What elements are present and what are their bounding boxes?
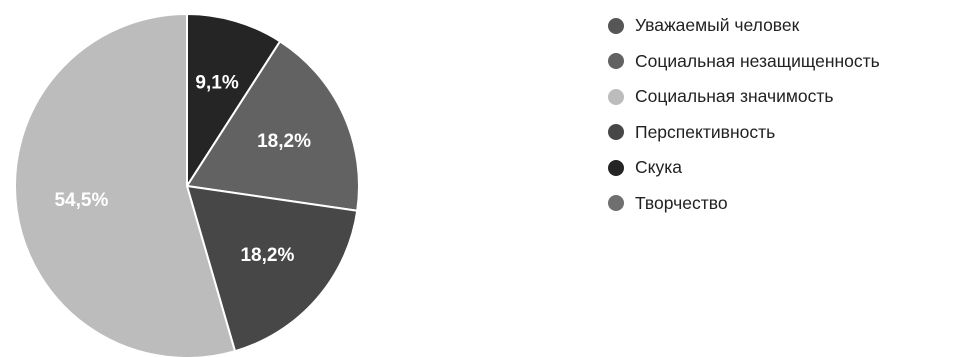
legend-label: Уважаемый человек [635,15,800,36]
legend-label: Социальная незащищенность [635,50,880,71]
pie-chart-svg: 9,1% 18,2% 18,2% 54,5% [14,12,360,357]
legend-item-creativity[interactable]: Творчество [608,186,964,222]
legend-item-respected-person[interactable]: Уважаемый человек [608,8,964,44]
legend-marker-icon [608,17,624,34]
pie-slice-2[interactable] [185,39,360,212]
pie-slice-5[interactable] [186,12,282,190]
pie-slice-labels: 9,1% 18,2% 18,2% 54,5% [54,73,311,266]
legend-marker-icon [608,124,624,141]
pie-slice-label-2: 18,2% [257,131,311,152]
legend-label: Социальная значимость [635,86,834,107]
pie-slice-3[interactable] [14,12,237,357]
pie-slice-label-5: 9,1% [195,73,238,94]
legend-item-social-significance[interactable]: Социальная значимость [608,79,964,115]
chart-legend: Уважаемый человек Социальная незащищенно… [608,8,964,221]
legend-marker-icon [608,53,624,70]
legend-marker-icon [608,159,624,176]
legend-label: Творчество [635,192,728,213]
legend-item-prospects[interactable]: Перспективность [608,115,964,151]
pie-chart: 9,1% 18,2% 18,2% 54,5% [14,12,360,357]
legend-item-boredom[interactable]: Скука [608,150,964,186]
legend-label: Скука [635,157,683,178]
legend-label: Перспективность [635,121,776,142]
pie-slice-4[interactable] [185,184,359,353]
legend-marker-icon [608,88,624,105]
pie-slice-label-4: 18,2% [240,245,294,266]
legend-item-social-insecurity[interactable]: Социальная незащищенность [608,44,964,80]
pie-slice-label-3: 54,5% [54,190,108,211]
legend-marker-icon [608,195,624,212]
pie-slices [14,12,360,357]
